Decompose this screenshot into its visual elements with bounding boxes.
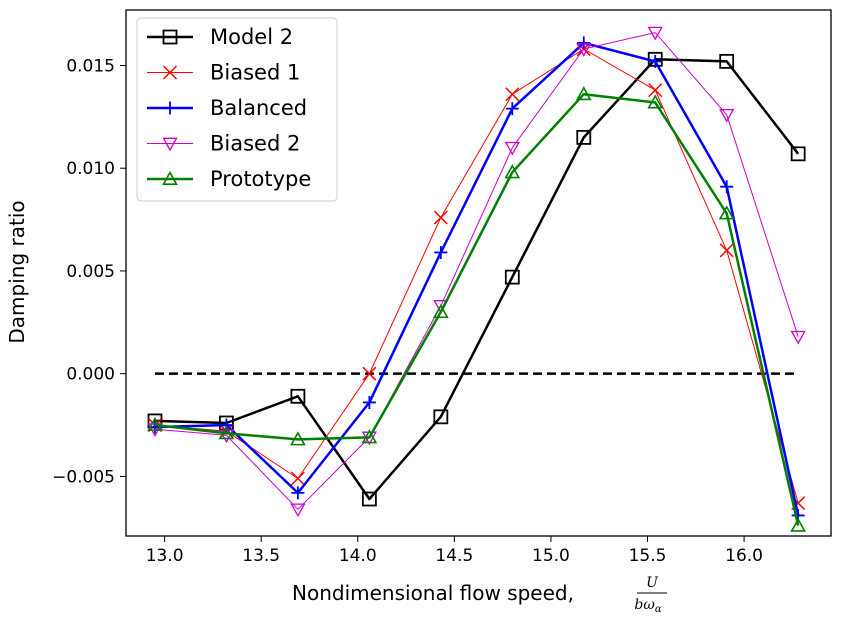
x-axis-label: Nondimensional flow speed, — [292, 581, 574, 605]
legend-label: Model 2 — [210, 25, 293, 49]
data-point-biased-2 — [576, 43, 592, 57]
data-point-biased-2 — [290, 503, 306, 518]
y-tick-label: 0.005 — [66, 262, 115, 282]
data-point-model-2 — [361, 491, 377, 507]
data-point-prototype — [647, 94, 664, 109]
legend-entry-biased-1: Biased 1 — [147, 61, 300, 85]
series-balanced — [148, 36, 805, 522]
y-tick-label: 0.015 — [66, 56, 115, 76]
series-line-biased-2 — [154, 32, 799, 510]
legend-entry-prototype: Prototype — [147, 167, 311, 191]
data-point-biased-1 — [290, 471, 305, 486]
data-point-biased-2 — [504, 141, 520, 156]
data-point-prototype — [361, 429, 378, 444]
x-tick-label: 14.0 — [339, 546, 377, 566]
legend-box — [136, 17, 338, 202]
x-tick-label: 15.5 — [629, 546, 667, 566]
series-line-biased-1 — [154, 48, 799, 504]
data-point-model-2 — [290, 388, 306, 404]
legend-marker — [162, 137, 178, 152]
x-axis-label-denominator: bωα — [634, 597, 661, 615]
legend-marker — [162, 29, 178, 45]
legend-marker — [162, 65, 178, 80]
legend-marker — [163, 101, 177, 115]
y-tick-label: 0.000 — [66, 365, 115, 385]
legend-entry-balanced: Balanced — [147, 96, 307, 120]
series-model-2 — [147, 51, 806, 507]
series-biased-1 — [147, 42, 806, 511]
x-axis-label-group: Nondimensional flow speed, U bωα — [292, 575, 667, 615]
data-point-biased-1 — [648, 83, 663, 98]
data-point-biased-2 — [218, 429, 235, 444]
data-point-biased-2 — [719, 108, 735, 123]
legend-label: Biased 2 — [210, 132, 300, 156]
data-point-biased-1 — [719, 243, 734, 258]
y-tick-label: −0.005 — [52, 467, 115, 487]
data-point-prototype — [504, 164, 521, 179]
legend-marker — [162, 170, 178, 185]
series-prototype — [147, 86, 807, 532]
axis-ticks: 13.0 13.5 14.0 14.5 15.0 15.5 16.0 −0.005 0.000 0… — [52, 56, 763, 566]
data-point-balanced — [434, 245, 448, 259]
x-tick-label: 13.5 — [242, 546, 280, 566]
data-point-biased-1 — [433, 210, 448, 225]
x-tick-label: 13.0 — [146, 546, 184, 566]
data-point-model-2 — [433, 409, 449, 425]
y-tick-label: 0.010 — [66, 159, 115, 179]
x-tick-label: 16.0 — [725, 546, 763, 566]
data-point-balanced — [505, 102, 519, 116]
data-point-model-2 — [719, 53, 735, 69]
data-point-model-2 — [504, 269, 520, 285]
data-point-balanced — [291, 486, 305, 500]
series-line-balanced — [154, 41, 800, 516]
series-line-prototype — [154, 92, 800, 526]
data-point-prototype — [718, 205, 735, 220]
data-point-balanced — [577, 36, 591, 50]
data-point-biased-1 — [505, 87, 520, 102]
legend-label: Biased 1 — [210, 61, 300, 85]
x-axis-label-numerator: U — [646, 575, 659, 591]
data-point-balanced — [648, 54, 662, 68]
series-line-model-2 — [154, 58, 800, 501]
y-axis-label: Damping ratio — [5, 200, 29, 343]
data-point-biased-1 — [362, 366, 377, 381]
x-tick-label: 14.5 — [435, 546, 473, 566]
data-point-prototype — [432, 303, 449, 319]
legend-label: Prototype — [210, 167, 311, 191]
data-point-balanced — [362, 395, 376, 409]
legend: Model 2 Biased 1 Balanced Biased 2 Prototype — [136, 17, 338, 202]
data-point-model-2 — [576, 129, 592, 145]
legend-entry-biased-2: Biased 2 — [147, 132, 300, 156]
legend-label: Balanced — [210, 96, 307, 120]
plot-area — [147, 26, 807, 532]
data-point-biased-2 — [790, 330, 806, 345]
plot-frame — [125, 9, 832, 537]
data-point-prototype — [790, 517, 807, 532]
data-point-model-2 — [790, 146, 806, 162]
data-point-biased-2 — [647, 26, 663, 41]
data-point-balanced — [720, 180, 734, 194]
data-point-prototype — [575, 86, 592, 101]
x-tick-label: 15.0 — [532, 546, 570, 566]
data-point-prototype — [147, 416, 163, 432]
legend-entry-model-2: Model 2 — [147, 25, 293, 49]
data-point-balanced — [219, 418, 233, 432]
data-point-prototype — [218, 425, 235, 440]
data-point-prototype — [290, 431, 306, 446]
